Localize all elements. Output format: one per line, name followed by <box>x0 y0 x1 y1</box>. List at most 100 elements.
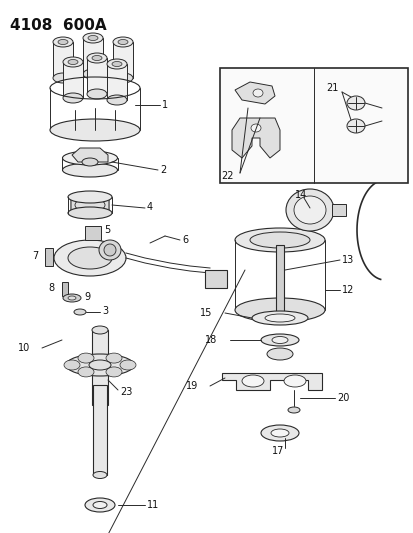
Ellipse shape <box>85 498 115 512</box>
Text: 19: 19 <box>185 381 197 391</box>
Text: 7: 7 <box>32 251 38 261</box>
Ellipse shape <box>260 334 298 346</box>
Ellipse shape <box>346 96 364 110</box>
Ellipse shape <box>106 367 122 377</box>
Ellipse shape <box>50 119 140 141</box>
Polygon shape <box>71 193 109 217</box>
Ellipse shape <box>112 61 122 67</box>
Ellipse shape <box>275 314 283 319</box>
Bar <box>62 282 68 296</box>
Ellipse shape <box>107 59 127 69</box>
Text: 1: 1 <box>161 100 168 110</box>
Ellipse shape <box>68 191 112 203</box>
Bar <box>275 245 283 317</box>
Ellipse shape <box>271 336 287 343</box>
Ellipse shape <box>63 93 83 103</box>
Ellipse shape <box>87 53 107 63</box>
Polygon shape <box>72 148 108 162</box>
Ellipse shape <box>62 151 117 165</box>
Bar <box>63 62 83 98</box>
Ellipse shape <box>53 73 73 83</box>
Ellipse shape <box>92 55 102 61</box>
Ellipse shape <box>58 39 68 44</box>
Ellipse shape <box>74 309 86 315</box>
Bar <box>113 42 133 78</box>
Bar <box>107 64 127 100</box>
Ellipse shape <box>53 37 73 47</box>
Bar <box>45 248 53 266</box>
Text: 20: 20 <box>336 393 349 403</box>
Ellipse shape <box>252 89 262 97</box>
Text: 14: 14 <box>294 190 306 200</box>
Ellipse shape <box>346 119 364 133</box>
Bar <box>53 42 73 78</box>
Ellipse shape <box>271 429 288 437</box>
Text: 10: 10 <box>18 343 30 353</box>
Ellipse shape <box>235 298 324 322</box>
Ellipse shape <box>113 37 133 47</box>
Ellipse shape <box>264 314 294 322</box>
Ellipse shape <box>63 57 83 67</box>
Polygon shape <box>235 82 274 104</box>
Ellipse shape <box>118 39 128 44</box>
Bar <box>83 38 103 74</box>
Ellipse shape <box>82 158 98 166</box>
Ellipse shape <box>68 60 78 64</box>
Ellipse shape <box>287 407 299 413</box>
Bar <box>204 270 226 288</box>
Text: 18: 18 <box>204 335 216 345</box>
Text: 15: 15 <box>199 308 211 318</box>
Polygon shape <box>221 373 321 390</box>
Text: 3: 3 <box>102 306 108 316</box>
Text: 23: 23 <box>120 387 132 397</box>
Ellipse shape <box>242 375 263 387</box>
Text: 11: 11 <box>147 500 159 510</box>
Ellipse shape <box>78 353 94 363</box>
Text: 17: 17 <box>271 446 283 456</box>
Ellipse shape <box>68 296 76 300</box>
Ellipse shape <box>266 348 292 360</box>
Text: 21: 21 <box>325 83 337 93</box>
Ellipse shape <box>93 502 107 508</box>
Ellipse shape <box>283 375 305 387</box>
Ellipse shape <box>66 354 134 376</box>
Text: 5: 5 <box>104 225 110 235</box>
Bar <box>92 330 108 405</box>
Ellipse shape <box>104 244 116 256</box>
Ellipse shape <box>285 189 333 231</box>
Ellipse shape <box>54 240 126 276</box>
Ellipse shape <box>249 232 309 248</box>
Bar <box>85 226 101 240</box>
Ellipse shape <box>99 240 121 260</box>
Ellipse shape <box>107 95 127 105</box>
Text: 4108  600A: 4108 600A <box>10 18 107 33</box>
Ellipse shape <box>83 33 103 43</box>
Ellipse shape <box>235 228 324 252</box>
Ellipse shape <box>62 163 117 177</box>
Bar <box>87 58 107 94</box>
Text: 4: 4 <box>147 202 153 212</box>
Ellipse shape <box>113 73 133 83</box>
Ellipse shape <box>93 472 107 479</box>
Text: 6: 6 <box>182 235 188 245</box>
Ellipse shape <box>68 207 112 219</box>
Text: 22: 22 <box>221 171 234 181</box>
Ellipse shape <box>106 353 122 363</box>
Ellipse shape <box>78 367 94 377</box>
Ellipse shape <box>250 124 260 132</box>
Polygon shape <box>231 118 279 158</box>
Ellipse shape <box>68 247 112 269</box>
Ellipse shape <box>89 360 111 370</box>
Bar <box>331 204 345 216</box>
Ellipse shape <box>88 36 98 41</box>
Ellipse shape <box>120 360 136 370</box>
Ellipse shape <box>260 425 298 441</box>
Ellipse shape <box>252 311 307 325</box>
Text: 8: 8 <box>49 283 55 293</box>
Ellipse shape <box>87 89 107 99</box>
Ellipse shape <box>293 196 325 224</box>
Text: 9: 9 <box>84 292 90 302</box>
Bar <box>219 68 407 183</box>
Bar <box>93 385 107 475</box>
Text: 2: 2 <box>159 165 166 175</box>
